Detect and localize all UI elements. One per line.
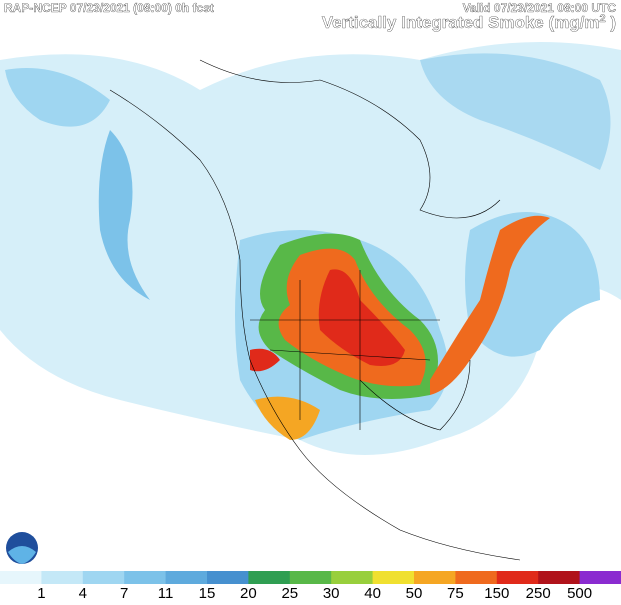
color-swatch [579,571,621,584]
color-swatch [124,571,167,584]
legend-label: 75 [447,585,464,600]
legend-label: 4 [79,585,87,600]
map-title: Vertically Integrated Smoke (mg/m2 ) [322,13,616,32]
smoke-plume [255,396,320,440]
legend-label: 25 [281,585,298,600]
border [250,270,440,430]
color-swatch [207,571,249,584]
coastline [359,359,471,431]
title-main: Vertically Integrated Smoke (mg/m [322,13,600,32]
color-swatch [248,571,291,584]
color-swatch [0,571,42,584]
colorbar: 1 4 7 11 15 20 25 30 40 50 75 150 250 500 [0,571,621,602]
valid-label: Valid 07/23/2021 08:00 UTC [463,1,617,15]
coastline [109,89,521,561]
color-swatch [289,571,332,584]
color-swatch [414,571,456,584]
legend-label: 50 [406,585,423,600]
map [0,42,621,564]
legend-label: 15 [199,585,216,600]
legend-label: 30 [323,585,340,600]
haze-area [420,53,611,171]
legend-label: 20 [240,585,257,600]
color-swatch [41,571,84,584]
color-swatch [331,571,374,584]
smoke-plume [430,215,550,395]
title-superscript: 2 [599,13,605,25]
legend-label: 150 [484,585,509,600]
legend-label: 7 [120,585,128,600]
legend-label: 500 [567,585,592,600]
color-swatch [82,571,125,584]
legend-label: 40 [364,585,381,600]
logo-wave [8,546,36,564]
title-end: ) [606,13,616,32]
smoke-plume [250,348,280,372]
coastlines [109,59,521,561]
color-swatch [372,571,415,584]
legend-label: 11 [158,585,174,600]
coastline [199,59,501,219]
noaa-logo [6,532,38,564]
haze-area [5,68,110,127]
color-swatch [538,571,581,584]
run-label: RAP-NCEP 07/23/2021 (08:00) 0h fcst [4,1,214,15]
color-swatch [455,571,498,584]
smoke-plume [318,269,405,366]
legend-label: 250 [526,585,551,600]
color-swatch [496,571,539,584]
legend-label: 1 [37,585,45,600]
color-swatch [165,571,208,584]
haze-area [98,130,150,300]
